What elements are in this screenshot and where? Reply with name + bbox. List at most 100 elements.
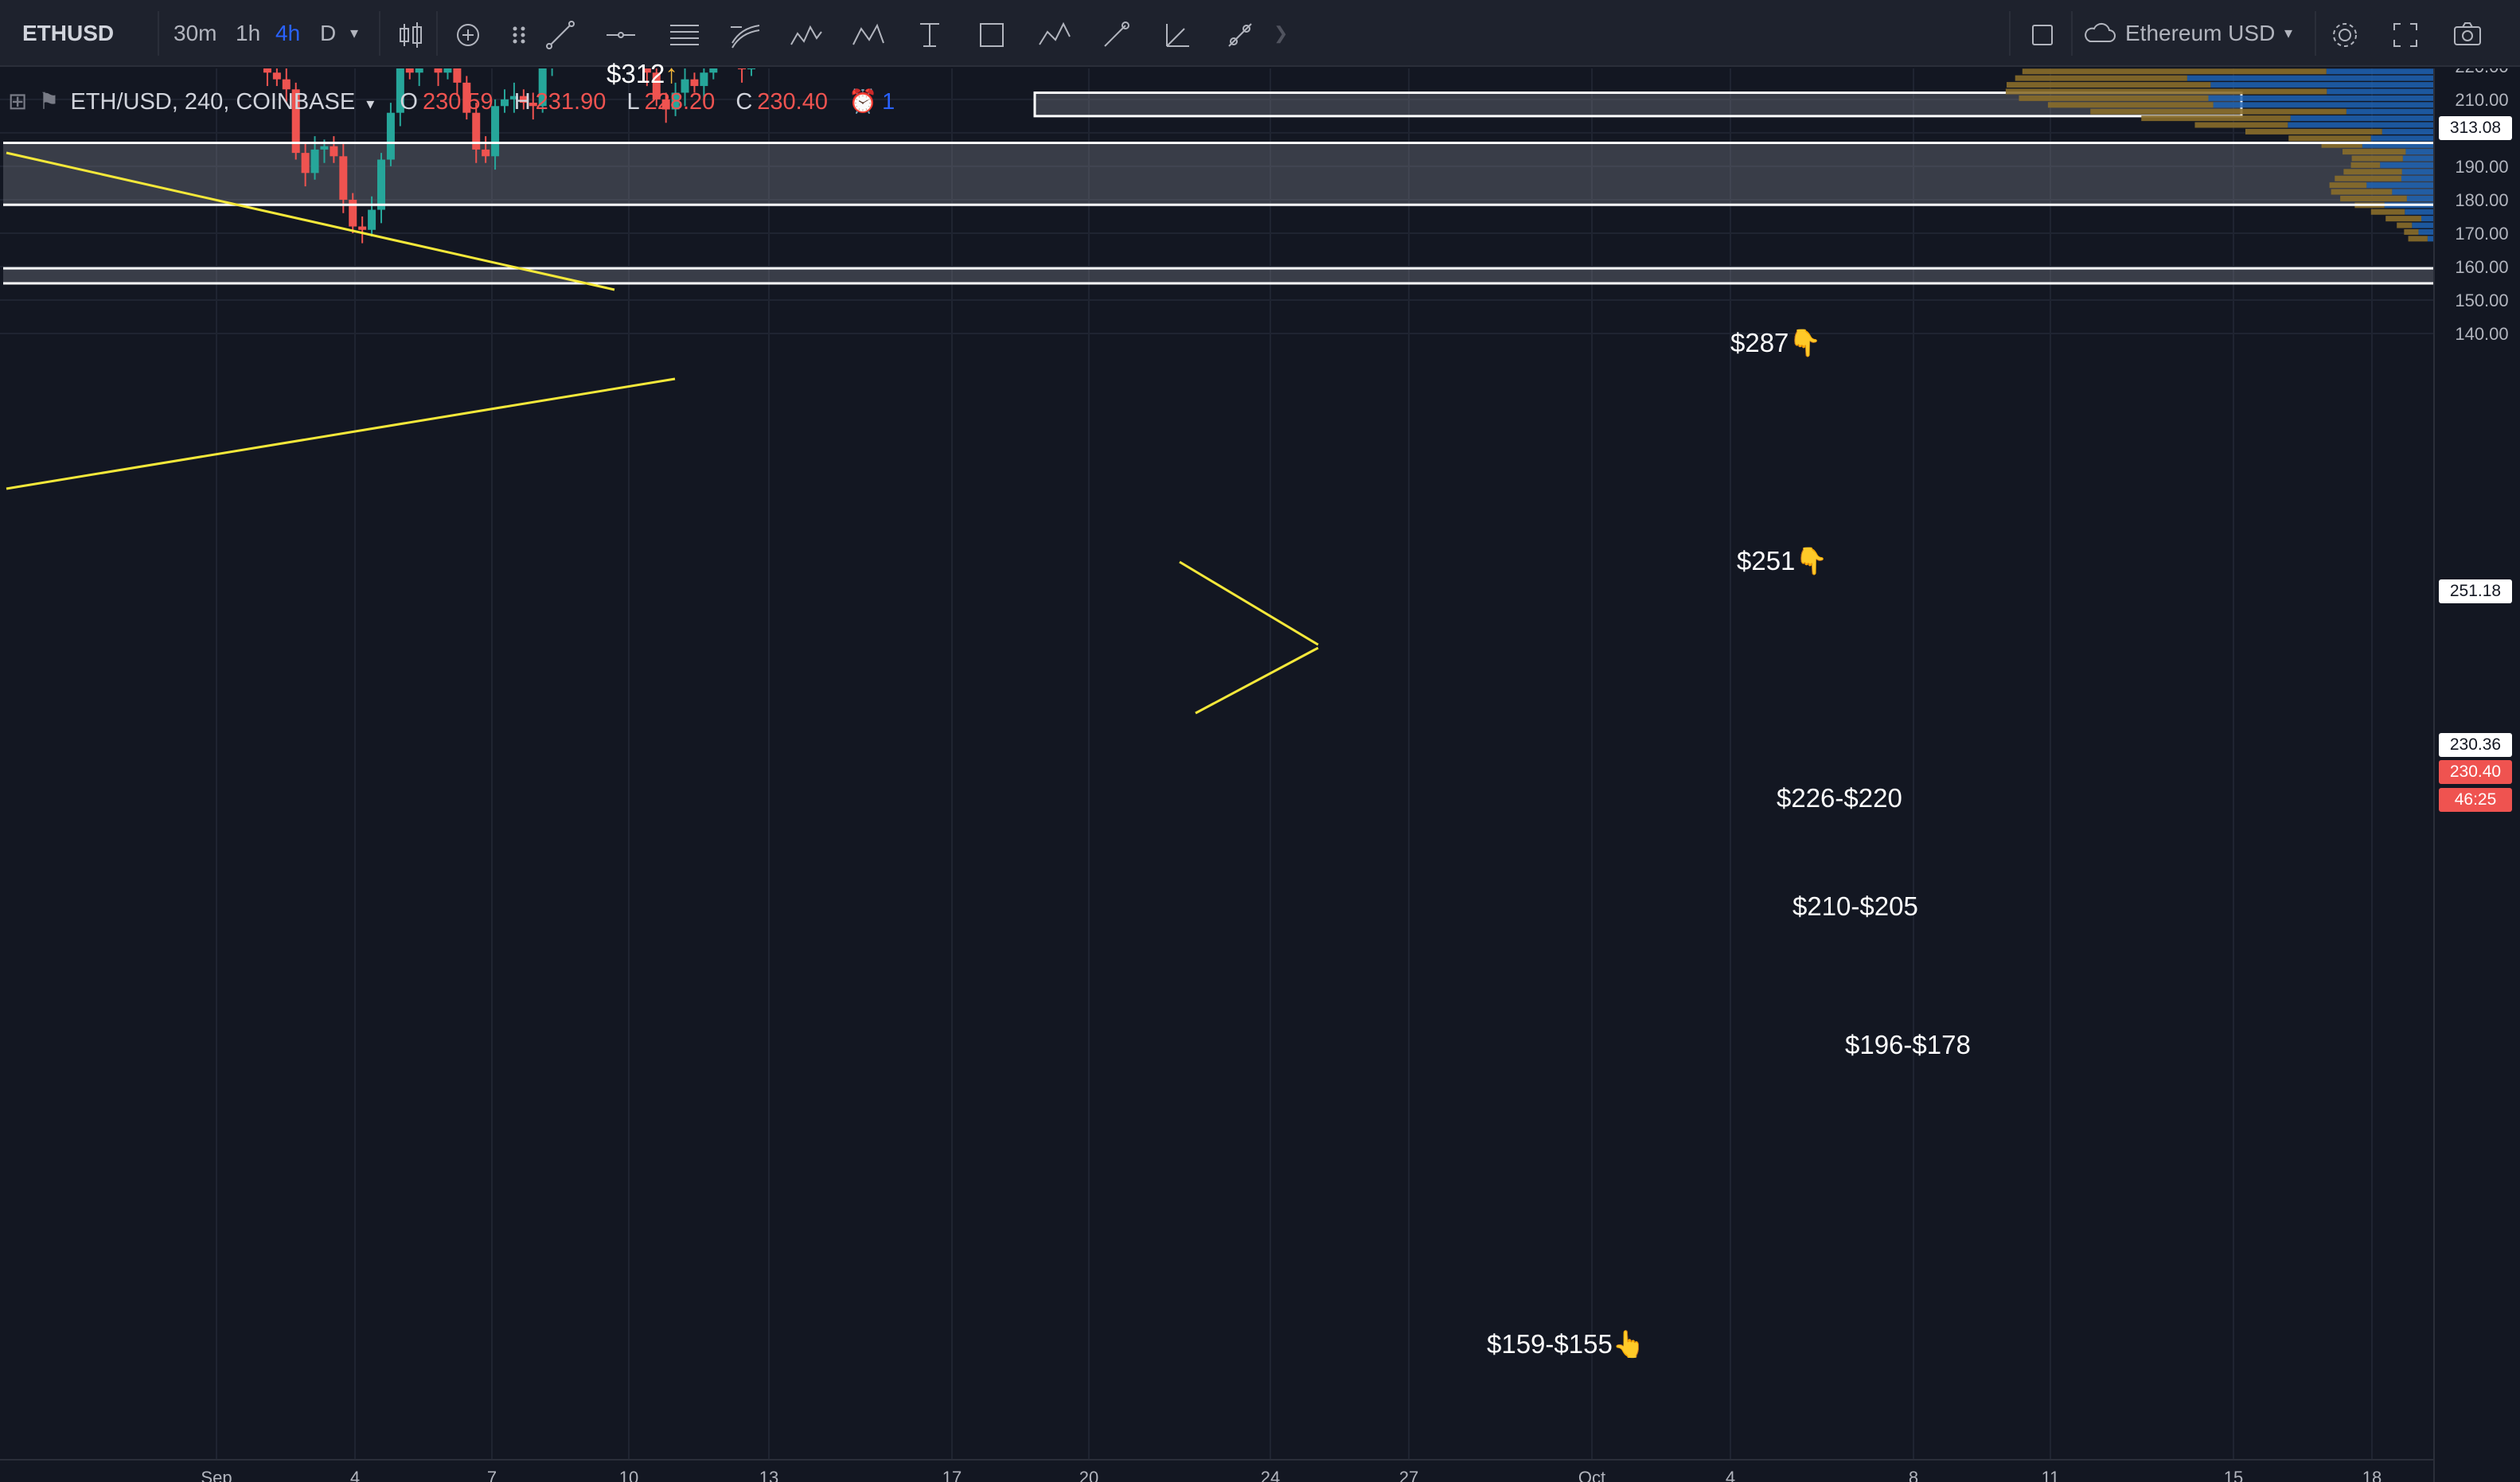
volume-bar-up (2326, 68, 2434, 75)
candle-body (339, 156, 348, 200)
volume-bar-up (2412, 222, 2434, 228)
volume-bar-down (2015, 75, 2187, 81)
candlestick-series (263, 68, 755, 244)
candle-body (482, 149, 490, 157)
price-zone (3, 142, 2434, 207)
pennant-upper-line (1179, 560, 1319, 646)
candle-body (700, 72, 708, 87)
flag-icon[interactable]: ⚑ (38, 89, 60, 115)
collapse-legend-icon[interactable]: ⊞ (8, 89, 28, 115)
camera-icon[interactable] (2447, 14, 2488, 56)
horizontal-line-icon[interactable] (600, 14, 642, 56)
interval-d-button[interactable]: D (320, 21, 337, 45)
candle-body (509, 96, 518, 99)
volume-bar-down (2385, 216, 2422, 222)
candle-body (709, 68, 718, 73)
brush-icon[interactable] (1095, 14, 1137, 56)
price-chart[interactable]: 320.00310.00300.00290.00280.00270.00260.… (0, 68, 2520, 1482)
high-label: H (513, 89, 531, 115)
candles-icon[interactable] (390, 14, 431, 56)
measure-icon[interactable] (1157, 14, 1199, 56)
candle-body (291, 89, 300, 154)
elliott-wave-icon[interactable] (785, 14, 826, 56)
candle-body (263, 68, 271, 73)
candle-body (661, 99, 670, 110)
volume-bar-up (2382, 128, 2434, 135)
volume-bar-up (2392, 189, 2434, 195)
pattern-tool-icon[interactable] (1033, 14, 1075, 56)
volume-bar-up (2370, 135, 2434, 142)
volume-bar-up (2380, 162, 2434, 168)
candle-body (681, 79, 689, 93)
resistance-251-label: $251👇 (1737, 546, 1828, 575)
top-toolbar: ETHUSD 30m 1h 4h D ▾ (0, 0, 2520, 67)
volume-bar-up (2186, 75, 2434, 81)
toolbar-divider (379, 11, 380, 56)
interval-1h-button[interactable]: 1h (236, 21, 261, 45)
volume-bar-down (2245, 128, 2382, 135)
fib-channel-icon[interactable] (724, 14, 766, 56)
interval-4h-button[interactable]: 4h (275, 21, 301, 45)
pair-dropdown-icon[interactable]: ▾ (366, 96, 375, 113)
pitchfork-icon[interactable] (664, 14, 705, 56)
support-resistance-zones (3, 91, 2434, 284)
candle-body (453, 68, 462, 83)
zone-226-220-label: $226-$220 (1777, 783, 1902, 813)
chart-name-dropdown-icon[interactable]: ▾ (2284, 25, 2293, 42)
pair-label[interactable]: ETH/USD, 240, COINBASE (70, 89, 356, 115)
x-tick-label: 11 (2042, 1468, 2060, 1482)
x-tick-label: 18 (2362, 1468, 2382, 1482)
volume-bar-down (2370, 209, 2405, 215)
rectangle-tool-icon[interactable] (971, 14, 1012, 56)
candle-body (405, 68, 414, 73)
volume-bar-up (2346, 108, 2434, 115)
chart-name-label[interactable]: Ethereum USD (2125, 21, 2276, 45)
candle-body (434, 68, 443, 73)
price-badge-313: 313.08 (2439, 116, 2512, 140)
x-tick-label: 15 (2224, 1468, 2243, 1482)
candle-body (491, 106, 500, 157)
candle-body (671, 92, 680, 110)
symbol-label[interactable]: ETHUSD (22, 21, 115, 45)
volume-bar-down (2408, 236, 2428, 242)
volume-bar-down (2404, 228, 2419, 235)
volume-bar-up (2401, 169, 2434, 175)
zoom-tool-icon[interactable] (1219, 14, 1261, 56)
candle-body (349, 199, 357, 227)
x-tick-label: 4 (1726, 1468, 1735, 1482)
indicators-icon[interactable] (447, 14, 489, 56)
candle-body (690, 79, 699, 87)
interval-dropdown-icon[interactable]: ▾ (350, 25, 359, 42)
time-axis: Sep 4 7 10 13 17 20 24 27 Oct 4 8 11 15 18 (0, 1459, 2434, 1482)
volume-bar-down (2329, 182, 2367, 189)
volume-bar-down (2005, 88, 2327, 95)
candle-body (642, 68, 651, 73)
chart-grid (0, 68, 2434, 1460)
fullscreen-square-icon[interactable] (2022, 14, 2063, 56)
thumbs-down-icon: 👇 (1789, 328, 1822, 357)
trendline-icon[interactable] (540, 14, 581, 56)
text-tool-icon[interactable] (909, 14, 950, 56)
volume-bar-down (2047, 102, 2214, 108)
volume-bar-down (2321, 142, 2362, 148)
y-tick-label: 220.00 (2455, 68, 2508, 76)
candle-body (396, 68, 404, 113)
candle-body (368, 209, 376, 230)
candle-body (462, 82, 471, 113)
abcd-pattern-icon[interactable] (847, 14, 888, 56)
x-tick-label: 7 (487, 1468, 497, 1482)
toolbar-divider (2071, 11, 2073, 56)
volume-bar-down (2335, 175, 2401, 181)
drag-handle-icon[interactable] (498, 14, 530, 56)
volume-bar-down (2351, 155, 2403, 162)
interval-30m-button[interactable]: 30m (174, 21, 217, 45)
gear-icon[interactable] (2324, 14, 2366, 56)
volume-bar-up (2405, 209, 2434, 215)
more-tools-icon[interactable]: ❯ (1274, 23, 1289, 43)
candle-body (310, 149, 319, 174)
expand-icon[interactable] (2385, 14, 2426, 56)
price-zone (3, 268, 2434, 284)
volume-bar-up (2402, 155, 2434, 162)
alarm-clock-icon[interactable]: ⏰ (848, 89, 878, 115)
y-tick-label: 150.00 (2455, 291, 2508, 310)
